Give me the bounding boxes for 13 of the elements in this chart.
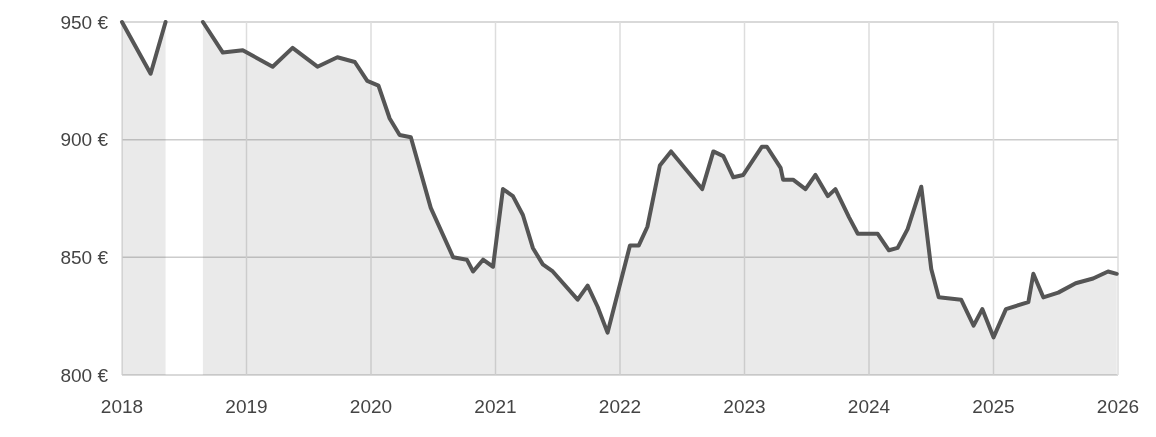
y-tick-label: 850 € <box>60 246 109 268</box>
x-tick-label: 2022 <box>598 396 642 417</box>
y-tick-label: 900 € <box>60 129 109 151</box>
y-tick-label: 950 € <box>60 11 109 33</box>
x-tick-label: 2018 <box>100 396 144 417</box>
x-tick-label: 2025 <box>972 396 1015 417</box>
y-tick-label: 800 € <box>60 364 109 386</box>
x-tick-label: 2023 <box>723 396 766 417</box>
x-tick-label: 2021 <box>474 396 517 417</box>
x-tick-label: 2024 <box>847 396 891 417</box>
x-tick-label: 2026 <box>1096 396 1140 417</box>
x-tick-label: 2020 <box>349 396 393 417</box>
x-tick-label: 2019 <box>225 396 268 417</box>
